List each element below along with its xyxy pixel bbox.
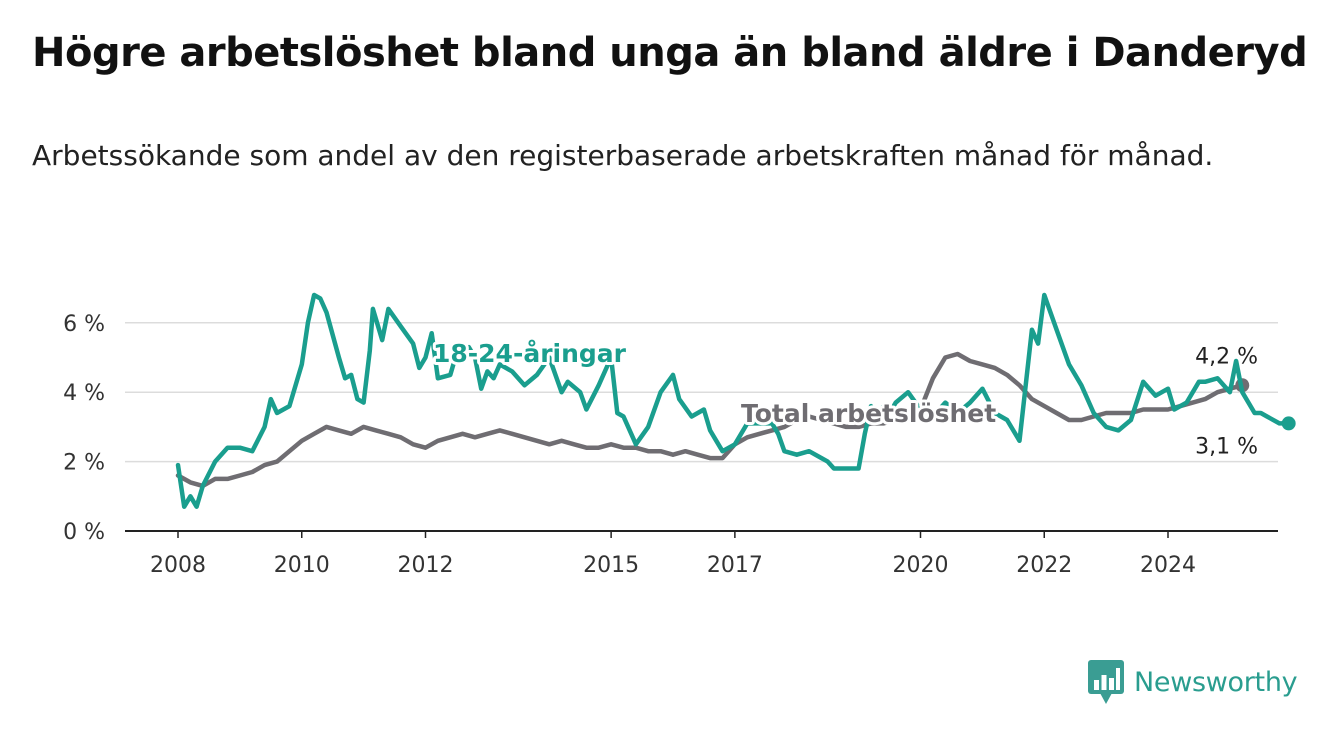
- series-end-value-1: 4,2 %: [1195, 344, 1258, 369]
- x-tick-label: 2015: [583, 553, 639, 578]
- series-name-young: 18-24-åringar: [433, 339, 627, 368]
- grid-lines: [125, 322, 1278, 463]
- x-axis: 2008 2010 2012 2015 2017 2020 2022 2024: [125, 530, 1278, 578]
- bar-chart-logo-icon: [1088, 660, 1124, 704]
- newsworthy-brand: Newsworthy: [1088, 660, 1298, 704]
- x-tick-label: 2012: [398, 553, 454, 578]
- x-tick-label: 2024: [1140, 553, 1196, 578]
- y-tick-label: 4 %: [63, 381, 105, 406]
- series-name-total: Total arbetslöshet: [741, 399, 996, 428]
- y-tick-label: 0 %: [63, 520, 105, 545]
- x-tick-label: 2010: [274, 553, 330, 578]
- series-line-1: [175, 351, 1245, 489]
- page-subtitle: Arbetssökande som andel av den registerb…: [32, 139, 1214, 172]
- series-end-dot-2: [1281, 416, 1296, 431]
- page-title: Högre arbetslöshet bland unga än bland ä…: [32, 30, 1308, 76]
- series-labels: 4,2 % 3,1 % Total arbetslöshet 18-24-åringa…: [430, 336, 1258, 459]
- x-tick-label: 2022: [1016, 553, 1072, 578]
- series-line-2: [175, 292, 1291, 509]
- y-tick-label: 2 %: [63, 451, 105, 476]
- series-end-value-2: 3,1 %: [1195, 434, 1258, 459]
- series-lines: [175, 292, 1296, 509]
- y-tick-label: 6 %: [63, 312, 105, 337]
- brand-name: Newsworthy: [1134, 666, 1298, 698]
- x-tick-label: 2008: [150, 553, 206, 578]
- x-tick-label: 2020: [893, 553, 949, 578]
- x-tick-label: 2017: [707, 553, 763, 578]
- y-axis-ticks: 0 % 2 % 4 % 6 %: [63, 312, 105, 545]
